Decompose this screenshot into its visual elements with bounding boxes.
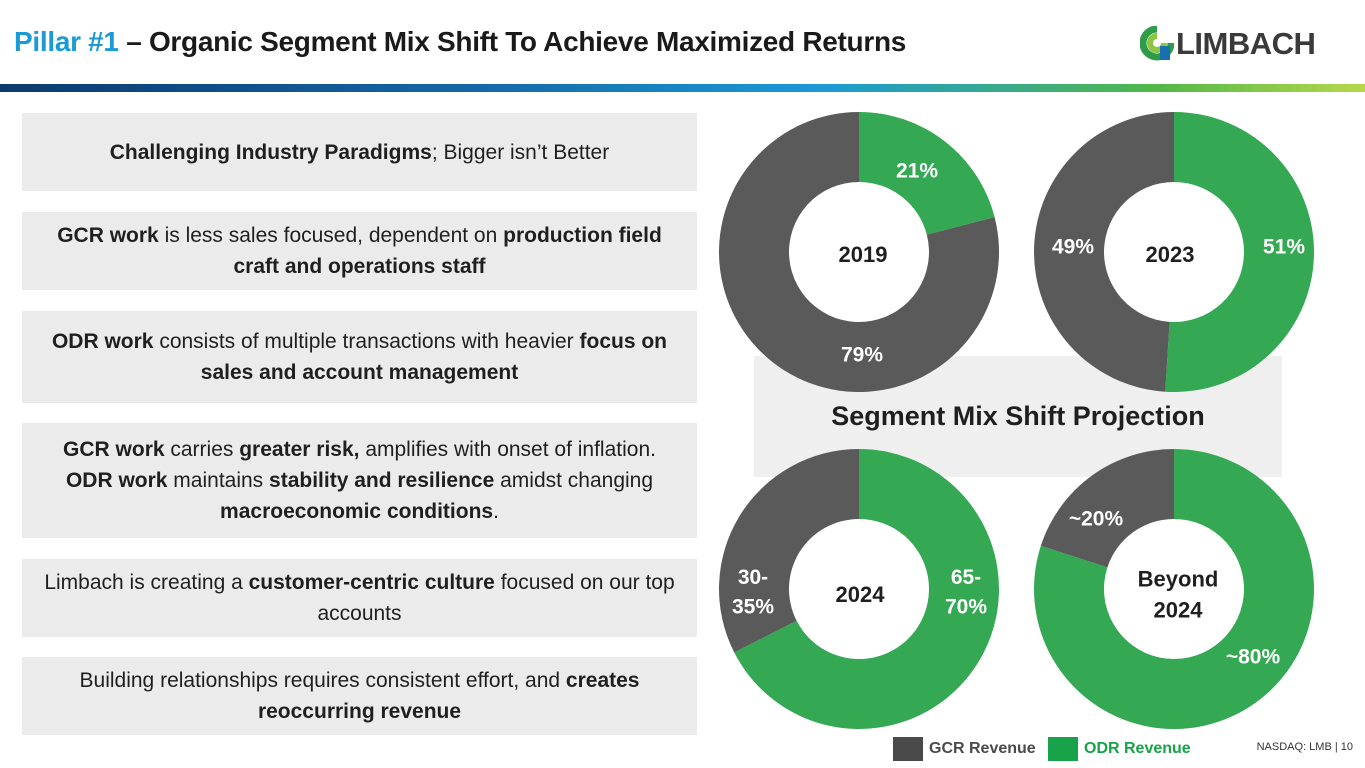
card-text-run: focused on our top accounts [317,571,675,625]
legend-odr-swatch [1048,737,1078,761]
page-title: Pillar #1 – Organic Segment Mix Shift To… [14,26,906,58]
card-text-run: greater risk, [239,438,360,461]
donut-2023-odr-slice [1165,112,1314,392]
card-text-run: ; Bigger isn’t Better [431,140,610,164]
donut-2024-gcr-slice [719,449,859,653]
card-text-run: amplifies with onset of inflation. [359,438,656,461]
donut-2024: 65-70% 30-35% 2024 [719,449,999,729]
donut-2023-gcr-label: 49% [1052,236,1094,259]
card-text-run: amidst changing [494,469,654,492]
page-title-text: – Organic Segment Mix Shift To Achieve M… [118,26,907,57]
card-industry-paradigms: Challenging Industry Paradigms; Bigger i… [22,113,697,191]
legend-gcr: GCR Revenue [893,737,1036,761]
donut-2019-gcr-slice [718,112,999,392]
donut-2023-gcr-slice [1033,112,1174,392]
card-text-run: carries [164,438,240,461]
card-gcr-risk: GCR work carries greater risk, amplifies… [22,423,697,538]
donut-beyond-2024-odr-slice [1033,449,1314,729]
legend-odr: ODR Revenue [1048,737,1191,761]
card-text-run: GCR work [63,438,165,461]
card-text: Challenging Industry Paradigms; Bigger i… [110,137,609,168]
card-text-run: creates reoccurring revenue [257,669,640,723]
card-text: GCR work carries greater risk, amplifies… [40,434,679,527]
card-text-run: ODR work [65,469,168,492]
card-text-run: Challenging Industry Paradigms [109,140,432,164]
donut-2019-gcr-label: 79% [841,344,883,367]
card-text-run: is less sales focused, dependent on [158,224,504,247]
donut-2023-center-label: 2023 [1146,242,1195,267]
card-text-run: Limbach is creating a [44,571,249,594]
donut-2024-gcr-label: 30-35% [732,566,774,618]
card-text-run: . [493,500,499,523]
card-text-run: consists of multiple transactions with h… [153,330,580,353]
donut-2019-odr-label: 21% [896,160,938,183]
card-text-run: GCR work [57,224,159,247]
donut-2019-odr-slice [859,112,995,235]
card-odr-transactions: ODR work consists of multiple transactio… [22,311,697,403]
footer-ticker-page: NASDAQ: LMB | 10 [1256,741,1353,753]
legend-gcr-label: GCR Revenue [929,740,1036,757]
donut-beyond-2024-gcr-label: ~20% [1069,508,1124,531]
projection-title: Segment Mix Shift Projection [831,401,1205,431]
card-text: Building relationships requires consiste… [40,665,679,727]
card-text-run: focus on sales and account management [200,330,668,384]
donut-beyond-2024: ~80% ~20% Beyond 2024 [1033,449,1314,729]
card-text-run: Building relationships requires consiste… [79,669,566,692]
limbach-logo-text: LIMBACH [1176,26,1316,61]
donut-2024-odr-label: 65-70% [945,566,987,618]
card-building-relationships: Building relationships requires consiste… [22,657,697,735]
legend-gcr-swatch [893,737,923,761]
limbach-logo-icon [1140,26,1174,61]
card-customer-centric: Limbach is creating a customer-centric c… [22,559,697,637]
header-gradient-bar [0,84,1365,92]
legend-odr-label: ODR Revenue [1084,740,1191,757]
card-text-run: macroeconomic conditions [220,500,494,523]
card-text-run: maintains [167,469,270,492]
card-text: Limbach is creating a customer-centric c… [40,567,679,629]
donut-2019-center-label: 2019 [839,242,888,267]
card-text: ODR work consists of multiple transactio… [40,326,679,388]
page-title-accent: Pillar #1 [14,26,119,57]
card-text-run: production field craft and operations st… [233,224,662,278]
card-gcr-sales-focus: GCR work is less sales focused, dependen… [22,212,697,290]
card-text-run: stability and resilience [269,469,495,492]
donut-2023: 51% 49% 2023 [1033,112,1314,392]
donut-beyond-2024-center-label: Beyond 2024 [1138,567,1219,623]
donut-beyond-2024-odr-label: ~80% [1226,646,1281,669]
limbach-logo: LIMBACH [1140,24,1325,68]
donut-2023-odr-label: 51% [1263,236,1305,259]
donut-2024-center-label: 2024 [836,582,886,607]
card-text-run: ODR work [51,330,154,353]
donut-beyond-2024-gcr-slice [1040,449,1174,568]
card-text: GCR work is less sales focused, dependen… [40,220,679,282]
card-text-run: customer-centric culture [248,571,495,594]
donut-2019: 21% 79% 2019 [718,112,999,392]
donut-2024-odr-slice [734,449,999,729]
